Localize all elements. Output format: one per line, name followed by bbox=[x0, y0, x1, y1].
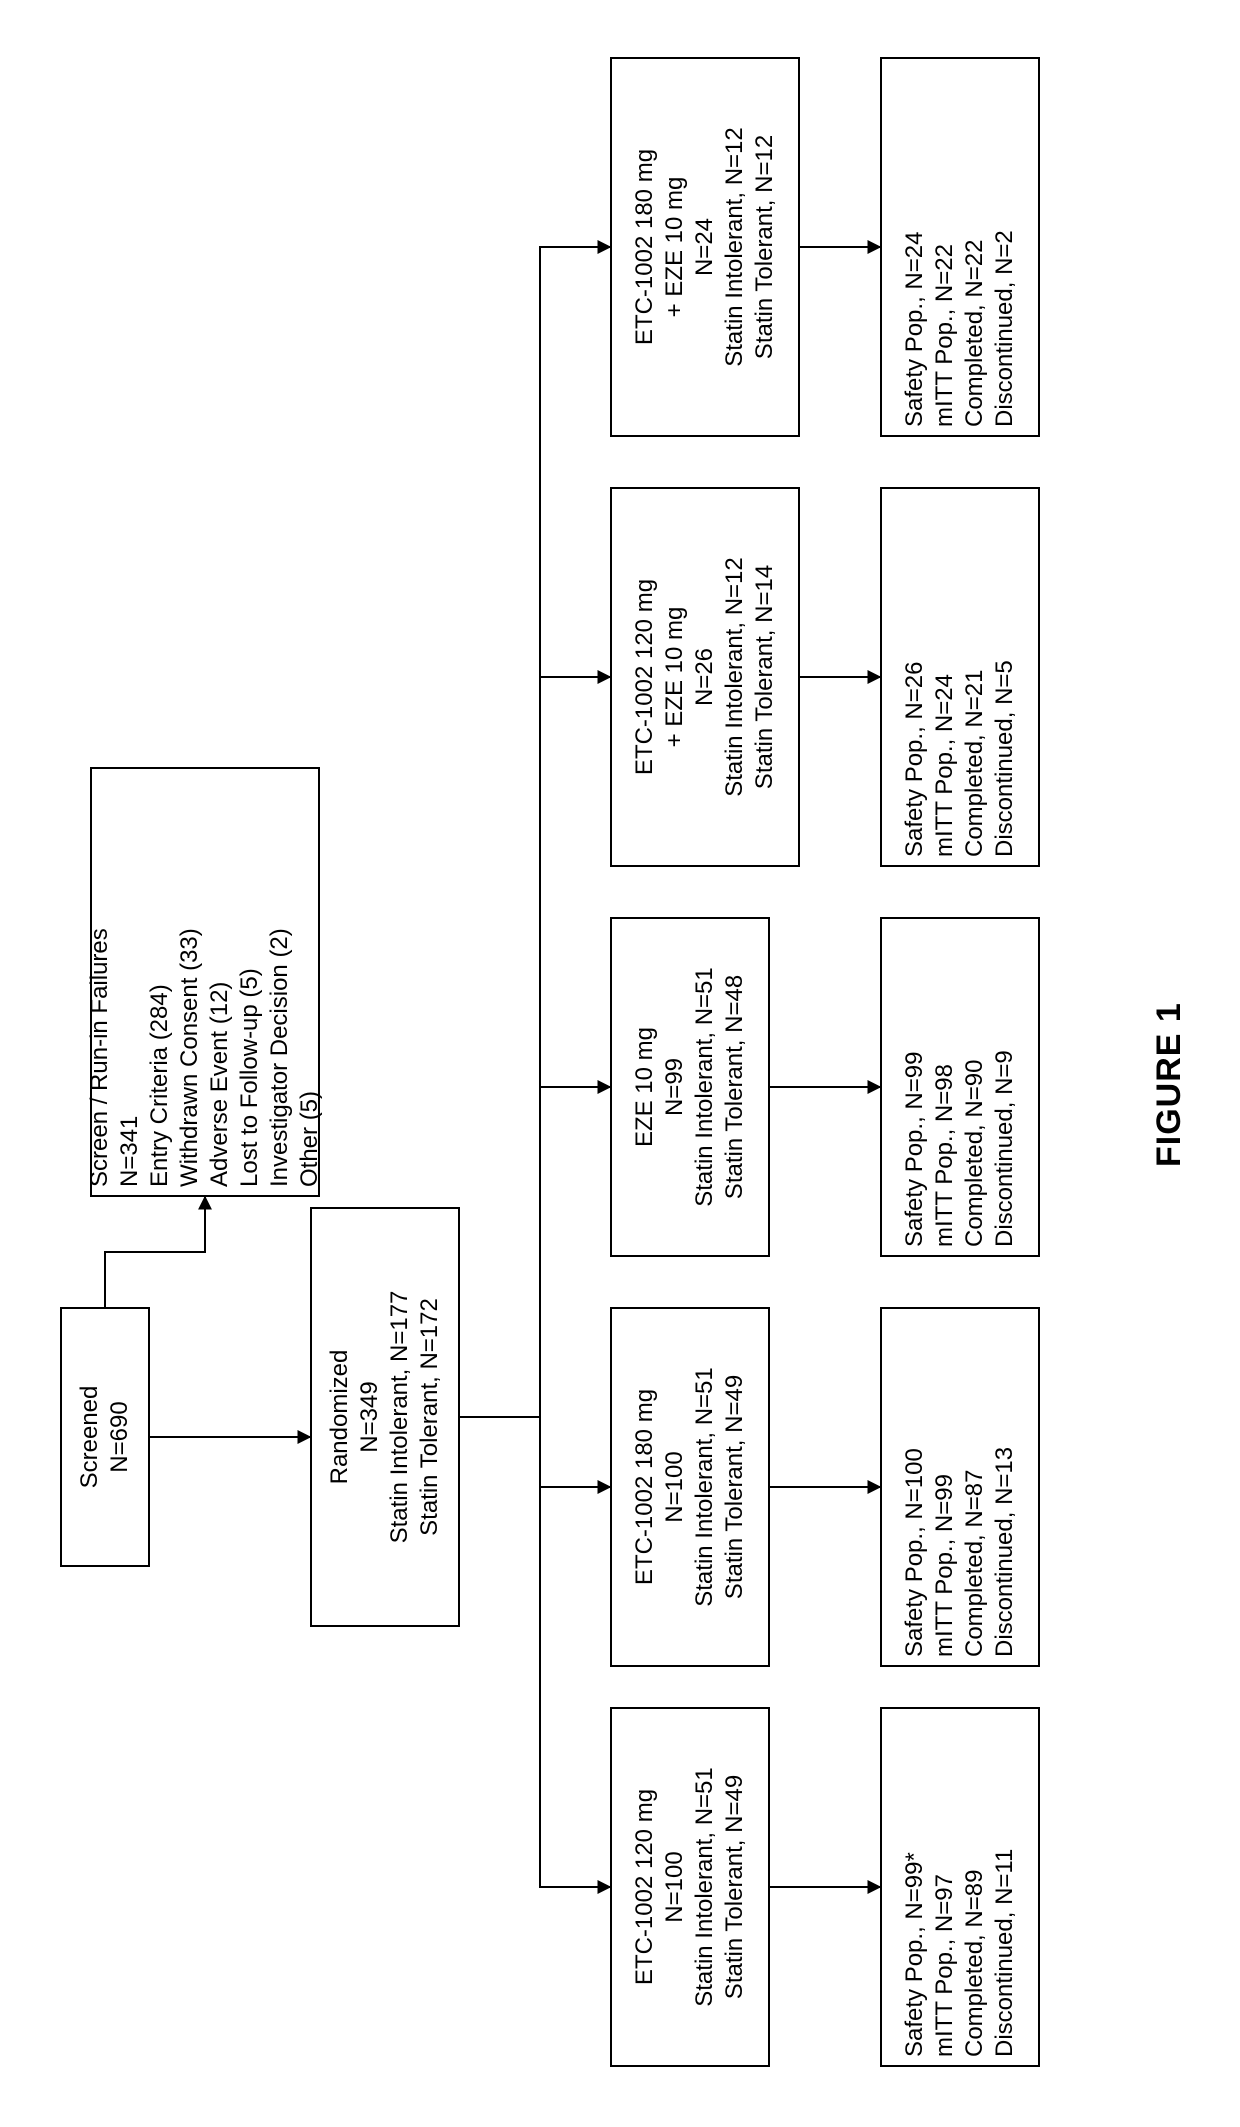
flow-box-out4: Safety Pop., N=26mITT Pop., N=24Complete… bbox=[880, 487, 1040, 867]
flow-box-line: Screen / Run-in Failures bbox=[85, 928, 115, 1187]
flow-box-line: Statin Tolerant, N=172 bbox=[415, 1298, 445, 1536]
flow-box-screened: ScreenedN=690 bbox=[60, 1307, 150, 1567]
flow-box-line: Safety Pop., N=26 bbox=[900, 662, 930, 857]
flow-box-line: Screened bbox=[75, 1386, 105, 1489]
flow-box-line: mITT Pop., N=97 bbox=[930, 1874, 960, 2057]
flow-box-line: Discontinued, N=11 bbox=[990, 1849, 1020, 2057]
flow-box-line: Other (5) bbox=[295, 1091, 325, 1187]
flow-edge bbox=[460, 677, 610, 1417]
flow-box-line: Discontinued, N=5 bbox=[990, 660, 1020, 857]
flow-box-arm5: ETC-1002 180 mg+ EZE 10 mgN=24Statin Int… bbox=[610, 57, 800, 437]
flow-box-line: Completed, N=89 bbox=[960, 1870, 990, 2057]
flow-box-line: Safety Pop., N=99 bbox=[900, 1052, 930, 1247]
flow-box-line: N=349 bbox=[355, 1381, 385, 1452]
flow-box-line: EZE 10 mg bbox=[630, 1027, 660, 1147]
flow-box-line: Discontinued, N=2 bbox=[990, 230, 1020, 427]
flow-box-arm1: ETC-1002 120 mgN=100Statin Intolerant, N… bbox=[610, 1707, 770, 2067]
flow-box-line: Completed, N=90 bbox=[960, 1060, 990, 1247]
flow-box-line: Completed, N=21 bbox=[960, 670, 990, 857]
flow-box-line: N=100 bbox=[660, 1451, 690, 1522]
flow-box-line: Statin Intolerant, N=177 bbox=[385, 1291, 415, 1544]
flow-box-line: Discontinued, N=13 bbox=[990, 1447, 1020, 1657]
flow-box-line: Investigator Decision (2) bbox=[265, 928, 295, 1187]
flow-edge bbox=[105, 1197, 205, 1307]
flow-edge bbox=[460, 1417, 610, 1887]
flow-box-line: Randomized bbox=[325, 1350, 355, 1485]
flow-box-arm2: ETC-1002 180 mgN=100Statin Intolerant, N… bbox=[610, 1307, 770, 1667]
flow-box-line: ETC-1002 120 mg bbox=[630, 579, 660, 775]
flow-box-arm4: ETC-1002 120 mg+ EZE 10 mgN=26Statin Int… bbox=[610, 487, 800, 867]
figure-caption: FIGURE 1 bbox=[1150, 1002, 1189, 1167]
flow-box-line: mITT Pop., N=24 bbox=[930, 674, 960, 857]
flow-box-line: Safety Pop., N=24 bbox=[900, 232, 930, 427]
flow-box-line: ETC-1002 180 mg bbox=[630, 149, 660, 345]
flow-box-line: Statin Tolerant, N=49 bbox=[720, 1375, 750, 1599]
flow-box-randomized: RandomizedN=349Statin Intolerant, N=177S… bbox=[310, 1207, 460, 1627]
flow-box-out2: Safety Pop., N=100mITT Pop., N=99Complet… bbox=[880, 1307, 1040, 1667]
flow-box-line: Statin Intolerant, N=51 bbox=[690, 1767, 720, 2006]
flow-box-line: Statin Intolerant, N=12 bbox=[720, 557, 750, 796]
flow-box-line: Statin Intolerant, N=12 bbox=[720, 127, 750, 366]
flow-box-line: ETC-1002 180 mg bbox=[630, 1389, 660, 1585]
flow-box-out1: Safety Pop., N=99*mITT Pop., N=97Complet… bbox=[880, 1707, 1040, 2067]
flow-box-line: Statin Intolerant, N=51 bbox=[690, 967, 720, 1206]
flow-box-line: mITT Pop., N=98 bbox=[930, 1064, 960, 1247]
flow-box-line: N=690 bbox=[105, 1401, 135, 1472]
flowchart-stage: ScreenedN=690Screen / Run-in FailuresN=3… bbox=[0, 0, 1240, 2127]
flow-box-line: mITT Pop., N=99 bbox=[930, 1474, 960, 1657]
flow-box-line: N=100 bbox=[660, 1851, 690, 1922]
flow-box-line: N=341 bbox=[115, 1116, 145, 1187]
flow-edge bbox=[460, 1417, 610, 1487]
flow-box-line: mITT Pop., N=22 bbox=[930, 244, 960, 427]
flow-box-line: + EZE 10 mg bbox=[660, 177, 690, 318]
flow-box-line: + EZE 10 mg bbox=[660, 607, 690, 748]
flow-box-failures: Screen / Run-in FailuresN=341Entry Crite… bbox=[90, 767, 320, 1197]
flow-box-line: Statin Tolerant, N=12 bbox=[750, 135, 780, 359]
flow-box-line: ETC-1002 120 mg bbox=[630, 1789, 660, 1985]
flow-box-line: Adverse Event (12) bbox=[205, 982, 235, 1187]
flow-box-line: Safety Pop., N=99* bbox=[900, 1852, 930, 2057]
flow-box-out5: Safety Pop., N=24mITT Pop., N=22Complete… bbox=[880, 57, 1040, 437]
flow-box-line: Completed, N=87 bbox=[960, 1470, 990, 1657]
flow-box-line: Discontinued, N=9 bbox=[990, 1050, 1020, 1247]
flow-box-line: Statin Tolerant, N=49 bbox=[720, 1775, 750, 1999]
flow-box-line: Statin Tolerant, N=14 bbox=[750, 565, 780, 789]
flow-box-line: Safety Pop., N=100 bbox=[900, 1448, 930, 1657]
flow-box-line: N=99 bbox=[660, 1058, 690, 1116]
flow-box-line: Statin Intolerant, N=51 bbox=[690, 1367, 720, 1606]
flow-box-line: Statin Tolerant, N=48 bbox=[720, 975, 750, 1199]
flow-box-line: Completed, N=22 bbox=[960, 240, 990, 427]
flow-edge bbox=[460, 1087, 610, 1417]
flow-box-out3: Safety Pop., N=99mITT Pop., N=98Complete… bbox=[880, 917, 1040, 1257]
flow-box-arm3: EZE 10 mgN=99Statin Intolerant, N=51Stat… bbox=[610, 917, 770, 1257]
flow-box-line: Lost to Follow-up (5) bbox=[235, 968, 265, 1187]
flow-box-line: Entry Criteria (284) bbox=[145, 984, 175, 1187]
flow-box-line: Withdrawn Consent (33) bbox=[175, 928, 205, 1187]
flow-box-line: N=26 bbox=[690, 648, 720, 706]
flow-box-line: N=24 bbox=[690, 218, 720, 276]
flow-edge bbox=[460, 247, 610, 1417]
